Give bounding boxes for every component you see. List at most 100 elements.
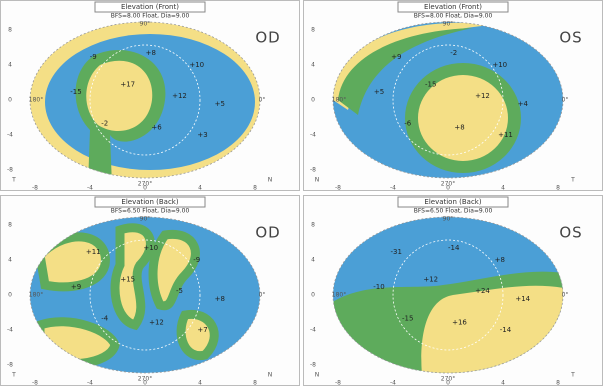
elevation-panel: Elevation (Back) BFS=6.50 Float, Dia=9.00…	[304, 196, 603, 387]
elevation-value: +8	[454, 123, 464, 131]
side-label: N	[268, 177, 273, 184]
x-tick-label: -8	[32, 380, 38, 387]
panel-subtitle: BFS=8.00 Float, Dia=9.00	[414, 13, 493, 20]
eye-label: OD	[255, 29, 280, 47]
angle-label: 180°	[332, 292, 346, 299]
y-tick-label: 4	[311, 62, 315, 69]
x-tick-label: 8	[253, 380, 257, 387]
angle-label: 90°	[443, 21, 454, 28]
panel-subtitle: BFS=6.50 Float, Dia=9.00	[111, 208, 190, 215]
elevation-value: +5	[215, 100, 225, 108]
elevation-value: +17	[120, 80, 135, 88]
angle-label: 180°	[332, 97, 346, 104]
y-tick-label: -8	[7, 362, 13, 369]
x-tick-label: 0	[446, 185, 450, 192]
elevation-panel: Elevation (Back) BFS=6.50 Float, Dia=9.00…	[1, 196, 300, 387]
angle-label: 90°	[443, 216, 454, 223]
elevation-value: -10	[373, 283, 384, 291]
angle-label: 0°	[562, 97, 569, 104]
y-tick-label: 0	[8, 97, 12, 104]
elevation-value: +11	[86, 248, 101, 256]
elevation-value: +6	[151, 123, 162, 131]
elevation-value: +7	[197, 326, 207, 334]
x-tick-label: 0	[446, 380, 450, 387]
elevation-value: +9	[391, 53, 401, 61]
y-tick-label: -8	[7, 167, 13, 174]
x-tick-label: -4	[390, 380, 396, 387]
y-tick-label: -4	[7, 327, 13, 334]
elevation-value: -5	[176, 287, 183, 295]
elevation-value: +11	[498, 131, 513, 139]
elevation-value: +10	[492, 61, 507, 69]
y-tick-label: 8	[311, 222, 315, 229]
panel-title: Elevation (Back)	[121, 198, 178, 206]
elevation-value: +4	[518, 100, 529, 108]
elevation-value: -9	[90, 53, 97, 61]
elevation-value: -15	[70, 88, 81, 96]
y-tick-label: 0	[8, 292, 12, 299]
x-tick-label: 4	[198, 185, 202, 192]
eye-label: OS	[559, 29, 582, 47]
panel-title: Elevation (Back)	[424, 198, 481, 206]
elevation-value: +12	[149, 318, 164, 326]
elevation-value: +12	[172, 92, 187, 100]
y-tick-label: -4	[310, 132, 316, 139]
x-tick-label: 8	[253, 185, 257, 192]
y-tick-label: -4	[7, 132, 13, 139]
elevation-figure: Elevation (Front) BFS=8.00 Float, Dia=9.0…	[0, 0, 605, 387]
elevation-value: +14	[515, 295, 530, 303]
elevation-value: +12	[475, 92, 490, 100]
x-tick-label: 4	[501, 380, 505, 387]
panel-subtitle: BFS=6.50 Float, Dia=9.00	[414, 208, 493, 215]
angle-label: 0°	[259, 97, 266, 104]
x-tick-label: -4	[87, 185, 93, 192]
zone	[181, 314, 214, 355]
x-tick-label: 0	[143, 380, 147, 387]
elevation-value: -15	[425, 80, 436, 88]
zone	[86, 61, 152, 131]
x-tick-label: -8	[335, 380, 341, 387]
elevation-value: +12	[423, 275, 438, 283]
x-tick-label: 4	[501, 185, 505, 192]
elevation-value: +24	[475, 287, 490, 295]
elevation-value: -15	[402, 314, 413, 322]
y-tick-label: 8	[311, 27, 315, 34]
elevation-value: +16	[452, 318, 467, 326]
x-tick-label: 0	[143, 185, 147, 192]
x-tick-label: 8	[556, 380, 560, 387]
y-tick-label: -8	[310, 167, 316, 174]
elevation-value: +10	[143, 244, 158, 252]
panel-subtitle: BFS=8.00 Float, Dia=9.00	[111, 13, 190, 20]
elevation-value: -31	[391, 248, 402, 256]
side-label: N	[315, 177, 320, 184]
elevation-value: +8	[146, 49, 156, 57]
elevation-value: -2	[101, 119, 108, 127]
panel-title: Elevation (Front)	[121, 3, 179, 11]
elevation-value: +3	[197, 131, 207, 139]
y-tick-label: 4	[8, 62, 12, 69]
side-label: T	[570, 372, 575, 379]
elevation-value: +8	[215, 295, 225, 303]
elevation-panel: Elevation (Front) BFS=8.00 Float, Dia=9.0…	[304, 1, 603, 192]
x-tick-label: 8	[556, 185, 560, 192]
angle-label: 0°	[259, 292, 266, 299]
y-tick-label: 0	[311, 97, 315, 104]
elevation-panel: Elevation (Front) BFS=8.00 Float, Dia=9.0…	[1, 1, 300, 192]
elevation-value: -14	[500, 326, 512, 334]
elevation-value: +5	[374, 88, 384, 96]
elevation-value: -2	[450, 49, 457, 57]
angle-label: 90°	[140, 216, 151, 223]
x-tick-label: -8	[32, 185, 38, 192]
y-tick-label: 8	[8, 27, 12, 34]
side-label: T	[11, 177, 16, 184]
eye-label: OD	[255, 224, 280, 242]
y-tick-label: 8	[8, 222, 12, 229]
panel-title: Elevation (Front)	[424, 3, 482, 11]
y-tick-label: 4	[8, 257, 12, 264]
side-label: N	[268, 372, 273, 379]
x-tick-label: -4	[87, 380, 93, 387]
angle-label: 180°	[29, 292, 43, 299]
x-tick-label: 4	[198, 380, 202, 387]
elevation-value: -9	[193, 256, 200, 264]
elevation-value: +15	[120, 275, 135, 283]
